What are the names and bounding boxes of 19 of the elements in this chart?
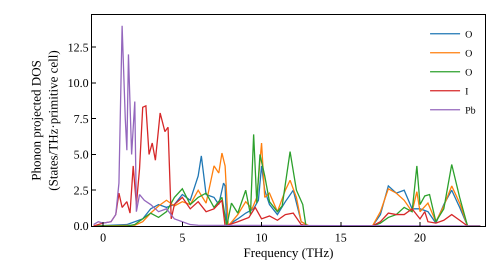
y-tick-label: 12.5 — [68, 40, 89, 54]
x-tick-label: 15 — [334, 230, 347, 244]
x-tick-label: 0 — [100, 230, 106, 244]
y-tick-label: 7.5 — [74, 112, 89, 126]
y-tick-label: 10.0 — [68, 76, 89, 90]
legend-label: O — [465, 30, 472, 41]
line-series — [92, 25, 481, 226]
legend-label: O — [465, 48, 472, 60]
y-tick-label: 2.5 — [74, 183, 89, 198]
x-tick-label: 20 — [414, 230, 426, 244]
x-tick-label: 5 — [179, 230, 186, 244]
x-axis-title: Frequency (THz) — [244, 245, 334, 260]
y-axis-title: Phonon projected DOS (States/THz·primitive cell) — [28, 50, 61, 191]
y-tick-label: 0.0 — [74, 219, 89, 234]
legend-label: Pb — [465, 106, 476, 117]
legend-label: O — [465, 68, 472, 79]
x-tick-label: 10 — [256, 230, 268, 244]
y-tick-label: 5.0 — [74, 148, 89, 162]
legend-label: I — [465, 86, 468, 98]
